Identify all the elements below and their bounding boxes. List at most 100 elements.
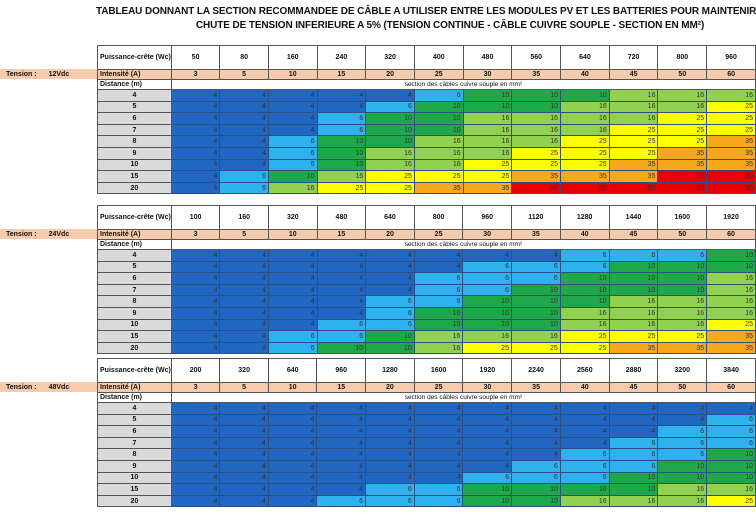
section-cell: 6: [267, 158, 318, 172]
section-cell: 25: [511, 158, 562, 172]
table-row: 8 4 4 4 4 6 6 10 10 10 16 16 16: [97, 295, 756, 308]
power-cell: 160: [267, 45, 318, 70]
intensity-cell: 20: [365, 229, 415, 240]
section-cell: 6: [462, 283, 512, 297]
section-cell: 4: [170, 306, 221, 320]
section-cell: 4: [706, 402, 756, 415]
section-cell: 10: [365, 341, 415, 355]
section-cell: 4: [267, 413, 318, 427]
power-cell: 240: [316, 45, 367, 70]
section-cell: 10: [511, 483, 561, 496]
power-cell: 320: [268, 205, 318, 230]
section-cell: 16: [510, 330, 561, 343]
section-cell: 4: [267, 471, 318, 485]
intensity-cell: 20: [365, 69, 415, 80]
intensity-cell: 10: [267, 69, 318, 80]
intensity-cell: 40: [559, 229, 610, 240]
section-cell: 4: [267, 425, 318, 438]
section-cell: 4: [170, 494, 221, 508]
section-cell: 4: [316, 413, 366, 427]
section-cell: 4: [316, 295, 367, 308]
section-cell: 35: [560, 170, 610, 183]
section-cell: 10: [608, 483, 659, 496]
section-cell: 16: [657, 100, 708, 114]
section-cell: 4: [559, 413, 610, 427]
intensity-cell: 25: [413, 382, 464, 393]
section-cell: 25: [365, 181, 415, 195]
section-cell: 4: [365, 272, 415, 285]
section-cell: 4: [413, 459, 464, 473]
section-cell: 4: [170, 341, 221, 355]
section-cell: 6: [608, 459, 659, 473]
section-cell: 4: [170, 135, 221, 148]
intensity-label: Intensité (A): [97, 382, 172, 393]
table-row: 7 4 4 4 6 10 10 16 16 16 25 25 25: [97, 123, 756, 137]
section-cell: 4: [219, 471, 269, 485]
section-cell: 25: [706, 318, 756, 332]
section-cell: 6: [510, 260, 561, 274]
section-cell: 4: [170, 471, 221, 485]
section-cell: 10: [413, 100, 464, 114]
distance-header-row: Distance (m) section des câbles cuivre so…: [97, 79, 756, 90]
section-cell: 4: [268, 306, 318, 320]
section-cell: 4: [511, 436, 561, 450]
section-cell: 6: [267, 135, 318, 148]
section-cell: 4: [170, 272, 221, 285]
power-cell: 640: [365, 205, 415, 230]
section-cell: 10: [365, 330, 415, 343]
intensity-cell: 35: [510, 229, 561, 240]
table-row: 20 4 4 6 10 10 16 25 25 25 35 35 35: [97, 341, 756, 355]
power-cell: 100: [170, 205, 221, 230]
distance-cell: 10: [97, 471, 172, 485]
table-row: 10 4 4 6 10 16 16 25 25 25 35 35 35: [97, 158, 756, 172]
section-cell: 10: [462, 295, 512, 308]
section-cell: 16: [608, 318, 659, 332]
table-row: 9 4 4 4 4 6 10 10 10 16 16 16 16: [97, 306, 756, 320]
section-cell: 10: [511, 494, 561, 508]
section-cell: 16: [657, 483, 708, 496]
distance-cell: 5: [97, 413, 172, 427]
intensity-cell: 30: [462, 229, 512, 240]
section-cell: 10: [706, 249, 756, 262]
section-cell: 4: [365, 260, 415, 274]
distance-cell: 9: [97, 146, 172, 160]
power-label: Puissance-crête (Wc): [97, 45, 172, 70]
power-cell: 1440: [608, 205, 659, 230]
section-cell: 10: [413, 123, 464, 137]
section-cell: 4: [268, 283, 318, 297]
section-cell: 6: [559, 249, 610, 262]
section-cell: 16: [706, 306, 756, 320]
section-cell: 10: [511, 100, 562, 114]
section-cell: 4: [170, 318, 221, 332]
section-cell: 10: [413, 318, 464, 332]
section-cell: 10: [608, 272, 659, 285]
section-cell: 6: [706, 425, 756, 438]
tension-caption: Tension :: [6, 230, 37, 238]
power-cell: 80: [219, 45, 269, 70]
section-cell: 25: [657, 330, 708, 343]
section-cell: 25: [560, 158, 610, 172]
distance-cell: 15: [97, 483, 172, 496]
power-cell: 2560: [559, 358, 610, 383]
intensity-cell: 25: [413, 69, 464, 80]
table-row: 6 4 4 4 6 10 10 16 16 16 16 25 25: [97, 112, 756, 125]
section-cell: 10: [316, 135, 367, 148]
section-cell: 6: [365, 100, 415, 114]
section-cell: 4: [413, 413, 464, 427]
table-row: 10 4 4 4 6 6 10 10 10 16 16 16 25: [97, 318, 756, 332]
section-cell: 6: [657, 436, 708, 450]
intensity-cell: 3: [170, 382, 221, 393]
section-cell: 10: [560, 89, 610, 102]
section-cell: 4: [170, 112, 221, 125]
section-cell: 4: [170, 459, 221, 473]
distance-cell: 9: [97, 459, 172, 473]
section-cell: 6: [267, 146, 318, 160]
section-cell: 4: [170, 100, 221, 114]
section-cell: 35: [706, 146, 756, 160]
section-cell: 6: [608, 249, 659, 262]
section-cell: 4: [365, 413, 415, 427]
section-cell: 4: [413, 249, 464, 262]
distance-cell: 4: [97, 89, 172, 102]
